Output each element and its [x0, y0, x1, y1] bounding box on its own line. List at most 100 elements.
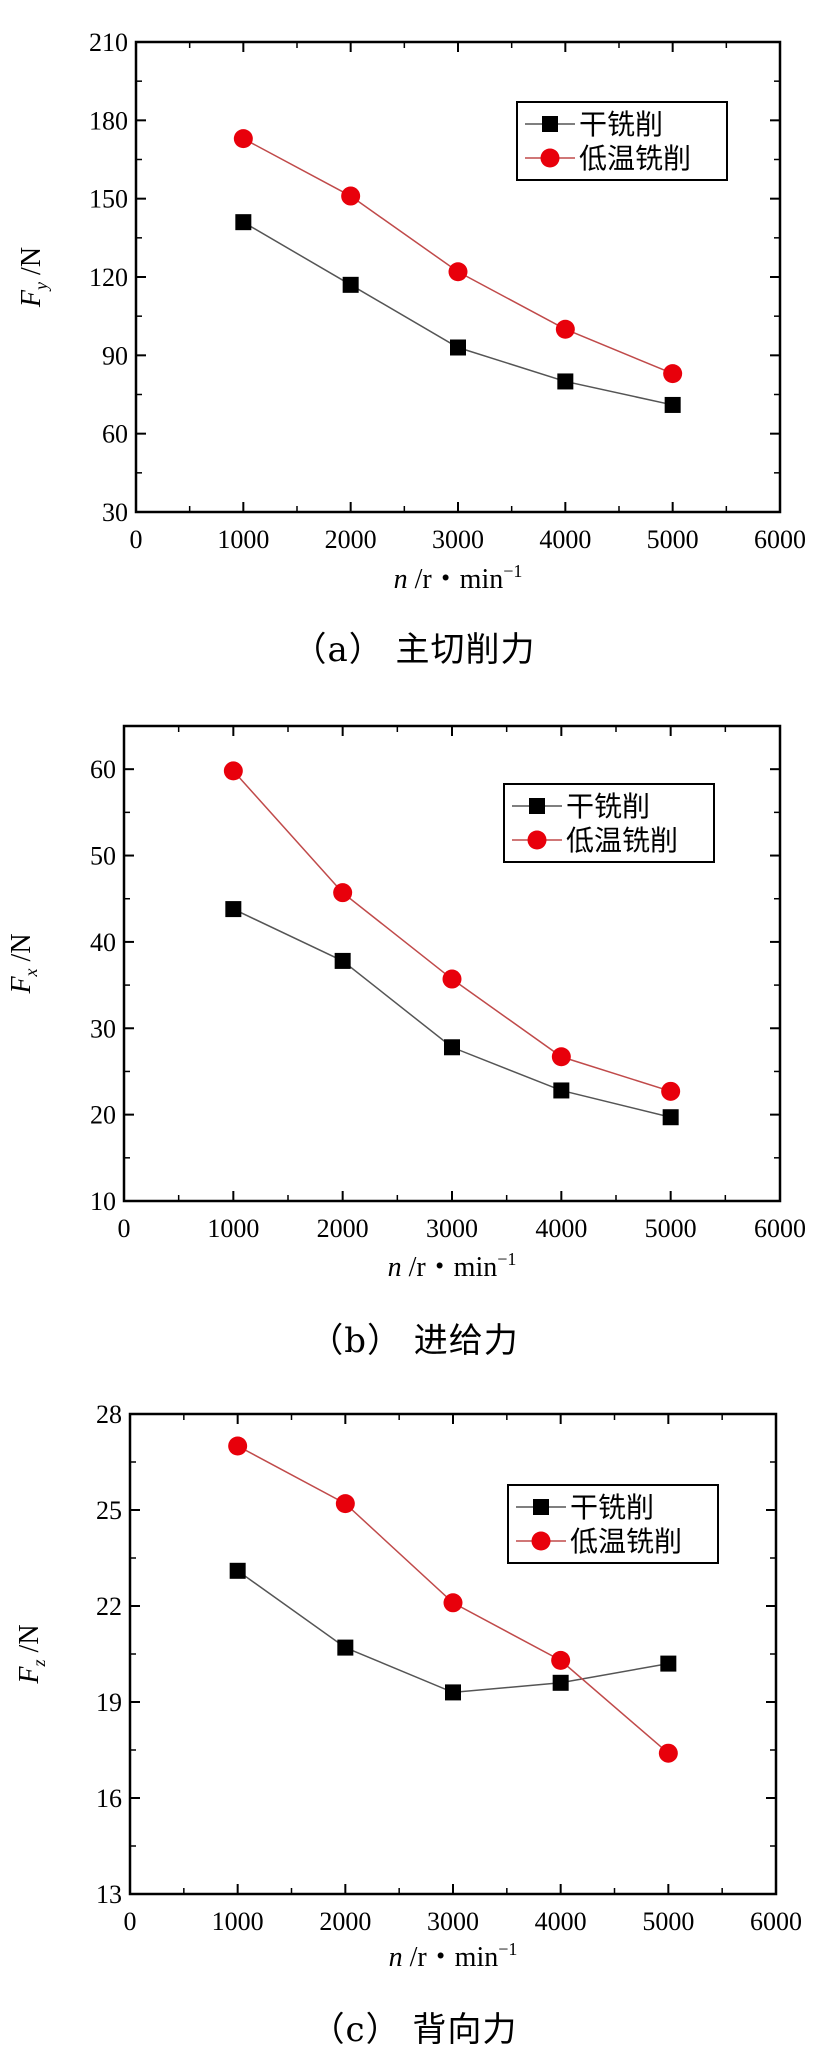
x-axis-symbol: n — [394, 564, 408, 595]
x-tick-label: 0 — [124, 1907, 137, 1936]
x-tick-label: 1000 — [212, 1907, 264, 1936]
x-tick-label: 5000 — [647, 525, 699, 554]
dry-milling-point — [450, 339, 466, 356]
legend-square-marker — [542, 116, 558, 132]
legend-square-marker — [529, 798, 545, 814]
x-tick-label: 1000 — [217, 525, 269, 554]
y-tick-label: 210 — [89, 28, 128, 57]
x-axis-title: n /r・min−1 — [389, 1939, 518, 1973]
x-axis-exponent: −1 — [503, 561, 522, 581]
x-tick-label: 3000 — [427, 1907, 479, 1936]
y-tick-label: 30 — [102, 498, 128, 527]
legend-circle-marker — [527, 830, 547, 850]
chart-panel-0: 0 1000 2000 3000 4000 5000 6000 30 60 90 120 150 180… — [16, 28, 806, 595]
y-tick-label: 30 — [90, 1014, 116, 1043]
y-axis-unit: /N — [14, 1624, 45, 1659]
x-axis-title: n /r・min−1 — [388, 1249, 517, 1283]
x-tick-label: 4000 — [539, 525, 591, 554]
y-tick-label: 90 — [102, 341, 128, 370]
y-tick-label: 13 — [96, 1880, 122, 1909]
x-tick-label: 5000 — [645, 1214, 697, 1243]
legend-circle-marker — [531, 1531, 551, 1551]
legend-circle-marker — [540, 148, 560, 168]
caption-a: （a） 主切削力 — [292, 630, 536, 670]
dry-milling-point — [553, 1082, 570, 1099]
x-tick-label: 3000 — [432, 525, 484, 554]
legend-label: 干铣削 — [566, 790, 650, 823]
x-axis-title: n /r・min−1 — [394, 561, 523, 595]
x-axis-symbol: n — [388, 1252, 402, 1283]
legend-label: 低温铣削 — [579, 142, 691, 175]
cryogenic-milling-point — [443, 1593, 463, 1613]
x-axis-unit: /r・min — [408, 564, 504, 595]
y-tick-label: 16 — [96, 1784, 122, 1813]
legend-label: 低温铣削 — [566, 824, 678, 857]
series-line-0 — [242, 221, 673, 406]
y-tick-label: 10 — [90, 1187, 116, 1216]
y-axis-unit: /N — [16, 247, 47, 282]
dry-milling-point — [342, 276, 359, 293]
dry-milling-point — [445, 1684, 461, 1701]
cryogenic-milling-point — [228, 1436, 248, 1456]
cryogenic-milling-point — [663, 364, 683, 384]
y-axis-title: Fx /N — [6, 933, 41, 994]
legend-label: 干铣削 — [579, 108, 663, 141]
dry-milling-point — [334, 952, 351, 969]
dry-milling-point — [229, 1562, 246, 1579]
y-tick-label: 22 — [96, 1592, 122, 1621]
cryogenic-milling-point — [661, 1081, 681, 1101]
y-tick-label: 20 — [90, 1101, 116, 1130]
y-tick-label: 60 — [102, 420, 128, 449]
y-tick-label: 50 — [90, 842, 116, 871]
x-tick-label: 6000 — [750, 1907, 802, 1936]
x-tick-label: 6000 — [754, 525, 806, 554]
y-tick-label: 120 — [89, 263, 128, 292]
dry-milling-point — [662, 1109, 679, 1126]
cryogenic-milling-point — [335, 1494, 355, 1514]
cryogenic-milling-point — [341, 186, 361, 206]
caption-c: （c） 背向力 — [310, 2010, 518, 2050]
x-axis-unit: /r・min — [402, 1252, 498, 1283]
legend-label: 低温铣削 — [570, 1525, 682, 1558]
x-tick-label: 4000 — [535, 1907, 587, 1936]
x-tick-label: 2000 — [319, 1907, 371, 1936]
dry-milling-point — [337, 1639, 354, 1656]
dry-milling-point — [660, 1655, 677, 1672]
series-line-0 — [233, 908, 671, 1118]
cryogenic-milling-point — [223, 761, 243, 781]
x-tick-label: 0 — [130, 525, 143, 554]
chart-panel-1: 0 1000 2000 3000 4000 5000 6000 10 20 30 40 50 60 n /… — [6, 724, 806, 1283]
chart-panel-2: 0 1000 2000 3000 4000 5000 6000 13 16 19 22 25 28 n /… — [14, 1400, 802, 1973]
x-axis-exponent: −1 — [497, 1249, 516, 1269]
cryogenic-milling-point — [555, 319, 575, 339]
y-axis-unit: /N — [6, 933, 37, 968]
x-tick-label: 4000 — [535, 1214, 587, 1243]
caption-b: （b） 进给力 — [309, 1321, 519, 1361]
x-tick-label: 5000 — [642, 1907, 694, 1936]
legend-square-marker — [533, 1499, 549, 1515]
dry-milling-point — [235, 214, 252, 231]
y-tick-label: 180 — [89, 106, 128, 135]
dry-milling-point — [552, 1674, 569, 1691]
x-tick-label: 6000 — [754, 1214, 806, 1243]
y-tick-label: 28 — [96, 1400, 122, 1429]
y-axis-title: Fy /N — [16, 247, 51, 308]
y-axis-subscript: y — [31, 282, 51, 292]
y-tick-label: 60 — [90, 755, 116, 784]
y-tick-label: 40 — [90, 928, 116, 957]
x-tick-label: 0 — [118, 1214, 131, 1243]
y-axis-subscript: z — [29, 1659, 49, 1667]
x-tick-label: 1000 — [207, 1214, 259, 1243]
y-tick-label: 19 — [96, 1688, 122, 1717]
cryogenic-milling-point — [233, 129, 253, 149]
y-tick-label: 25 — [96, 1496, 122, 1525]
y-axis-symbol: F — [16, 289, 47, 308]
y-axis-symbol: F — [6, 976, 37, 995]
y-tick-label: 150 — [89, 185, 128, 214]
dry-milling-point — [444, 1039, 460, 1056]
dry-milling-point — [664, 396, 681, 413]
x-axis-unit: /r・min — [403, 1942, 499, 1973]
dry-milling-point — [557, 373, 574, 390]
cryogenic-milling-point — [658, 1743, 678, 1763]
